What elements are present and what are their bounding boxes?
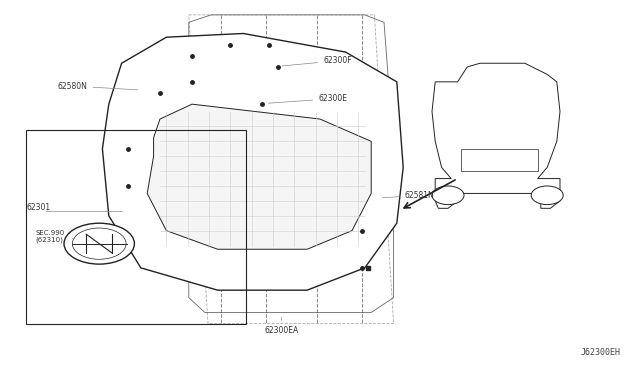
Text: 62301: 62301 <box>27 203 51 212</box>
Text: (62310): (62310) <box>35 236 63 243</box>
Text: 62581N: 62581N <box>383 191 434 200</box>
Text: J62300EH: J62300EH <box>581 348 621 357</box>
Circle shape <box>72 228 126 259</box>
PathPatch shape <box>147 104 371 249</box>
Circle shape <box>531 186 563 205</box>
PathPatch shape <box>102 33 403 290</box>
Text: 62300E: 62300E <box>268 94 347 103</box>
Circle shape <box>432 186 464 205</box>
Circle shape <box>64 223 134 264</box>
Text: 62300F: 62300F <box>282 56 352 66</box>
Text: 62580N: 62580N <box>58 81 138 90</box>
Text: SEC.990: SEC.990 <box>35 230 65 236</box>
Text: 62300EA: 62300EA <box>264 317 299 335</box>
